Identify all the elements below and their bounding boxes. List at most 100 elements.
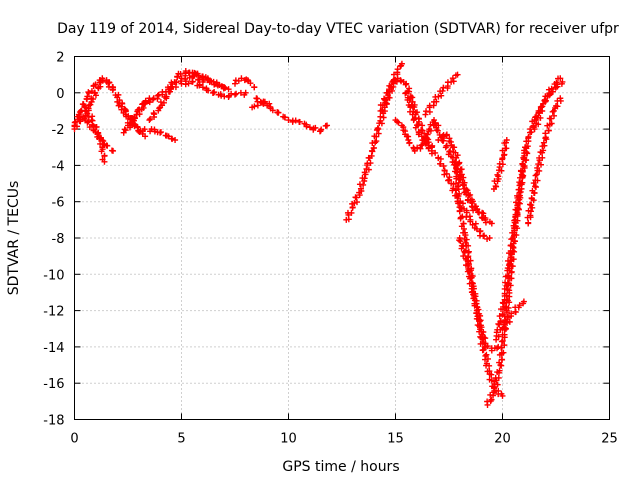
x-axis-label: GPS time / hours xyxy=(282,459,399,475)
data-point xyxy=(457,215,464,222)
data-point xyxy=(553,79,560,86)
data-point xyxy=(470,295,477,302)
data-point xyxy=(496,313,503,320)
data-point xyxy=(525,219,532,226)
data-point xyxy=(353,194,360,201)
data-point xyxy=(504,265,511,272)
chart-title: Day 119 of 2014, Sidereal Day-to-day VTE… xyxy=(57,21,619,37)
data-point xyxy=(354,199,361,206)
data-point xyxy=(504,272,511,279)
data-point xyxy=(121,105,128,112)
data-point xyxy=(389,87,396,94)
data-point xyxy=(537,114,544,121)
data-point xyxy=(559,78,566,85)
data-point xyxy=(122,127,129,134)
data-point xyxy=(516,302,523,309)
data-point xyxy=(548,85,555,92)
data-point xyxy=(96,135,103,142)
x-tick-label: 5 xyxy=(177,432,185,447)
data-point xyxy=(100,140,107,147)
data-point xyxy=(549,108,556,115)
y-tick-label: 0 xyxy=(56,87,64,102)
x-tick-label: 25 xyxy=(601,432,618,447)
data-point xyxy=(510,240,517,247)
data-point xyxy=(506,260,513,267)
data-point xyxy=(141,126,148,133)
data-point xyxy=(357,185,364,192)
data-point xyxy=(400,127,407,134)
y-tick-label: -2 xyxy=(52,123,65,138)
data-point xyxy=(372,139,379,146)
x-tick-label: 20 xyxy=(494,432,511,447)
data-point xyxy=(503,145,510,152)
data-point xyxy=(95,129,102,136)
data-point xyxy=(499,331,506,338)
data-point xyxy=(446,176,453,183)
data-point xyxy=(382,99,389,106)
data-point xyxy=(496,367,503,374)
data-point xyxy=(524,150,531,157)
data-point xyxy=(474,206,481,213)
x-tick-label: 10 xyxy=(280,432,297,447)
data-point xyxy=(398,60,405,67)
data-point xyxy=(457,238,464,245)
data-point xyxy=(529,187,536,194)
data-point xyxy=(442,144,449,151)
y-tick-label: -18 xyxy=(43,414,64,429)
data-point xyxy=(488,347,495,354)
data-point xyxy=(281,114,288,121)
data-point xyxy=(136,129,143,136)
data-point xyxy=(93,123,100,130)
data-point xyxy=(205,87,212,94)
data-point xyxy=(199,84,206,91)
data-point xyxy=(515,205,522,212)
data-point xyxy=(454,183,461,190)
data-point xyxy=(540,139,547,146)
data-point xyxy=(156,105,163,112)
data-point xyxy=(74,123,81,130)
data-point xyxy=(424,131,431,138)
data-point xyxy=(76,114,83,121)
data-point xyxy=(146,99,153,106)
data-point xyxy=(422,140,429,147)
data-point xyxy=(75,111,82,118)
data-point xyxy=(404,96,411,103)
data-point xyxy=(449,75,456,82)
data-point xyxy=(383,89,390,96)
data-point xyxy=(174,73,181,80)
data-point xyxy=(519,160,526,167)
data-point xyxy=(504,286,511,293)
data-point xyxy=(168,85,175,92)
data-point xyxy=(469,221,476,228)
data-point xyxy=(199,73,206,80)
data-point xyxy=(465,192,472,199)
data-point xyxy=(497,317,504,324)
data-point xyxy=(528,202,535,209)
data-points xyxy=(71,60,566,408)
data-point xyxy=(503,136,510,143)
data-point xyxy=(528,195,535,202)
data-point xyxy=(370,145,377,152)
data-series xyxy=(524,95,564,227)
data-point xyxy=(458,245,465,252)
y-tick-label: -4 xyxy=(52,159,65,174)
data-point xyxy=(495,343,502,350)
data-point xyxy=(542,130,549,137)
data-series xyxy=(422,71,461,118)
data-point xyxy=(397,77,404,84)
data-point xyxy=(247,80,254,87)
data-point xyxy=(368,152,375,159)
data-point xyxy=(480,346,487,353)
data-point xyxy=(296,118,303,125)
data-point xyxy=(508,236,515,243)
data-point xyxy=(451,161,458,168)
data-point xyxy=(414,144,421,151)
data-point xyxy=(402,81,409,88)
data-point xyxy=(502,324,509,331)
data-point xyxy=(446,138,453,145)
data-point xyxy=(535,109,542,116)
data-point xyxy=(232,80,238,87)
data-point xyxy=(455,200,462,207)
data-point xyxy=(146,117,153,124)
